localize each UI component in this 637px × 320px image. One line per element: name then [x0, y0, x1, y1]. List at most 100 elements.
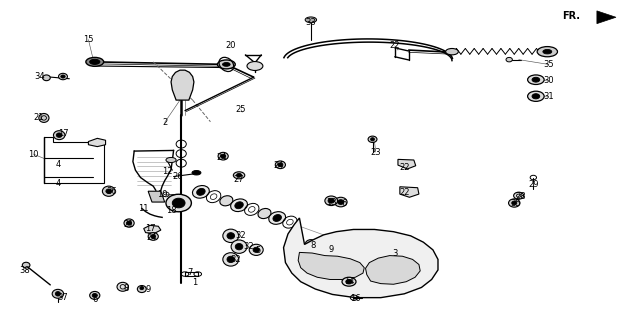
Text: 36: 36 — [106, 187, 117, 196]
Text: 19: 19 — [157, 190, 168, 199]
Ellipse shape — [90, 292, 100, 300]
Ellipse shape — [269, 212, 285, 224]
Text: 25: 25 — [236, 105, 247, 114]
Polygon shape — [144, 225, 161, 233]
Text: 22: 22 — [399, 188, 410, 197]
Text: 13: 13 — [326, 197, 336, 206]
Text: 18: 18 — [166, 206, 176, 215]
Ellipse shape — [273, 214, 282, 221]
Text: 10: 10 — [29, 150, 39, 159]
Ellipse shape — [527, 91, 544, 101]
Ellipse shape — [166, 194, 191, 212]
Text: 7: 7 — [187, 268, 193, 277]
Polygon shape — [89, 138, 106, 147]
Polygon shape — [400, 187, 419, 197]
Ellipse shape — [275, 161, 285, 169]
Text: 29: 29 — [528, 180, 539, 189]
Text: 15: 15 — [83, 35, 94, 44]
Ellipse shape — [236, 173, 241, 177]
Text: 3: 3 — [392, 250, 397, 259]
Ellipse shape — [127, 221, 132, 225]
Circle shape — [543, 50, 552, 54]
Ellipse shape — [512, 201, 517, 205]
Text: 37: 37 — [57, 293, 68, 302]
Polygon shape — [283, 218, 438, 298]
Ellipse shape — [117, 282, 129, 291]
Circle shape — [86, 57, 104, 66]
Text: 16: 16 — [350, 294, 361, 303]
Ellipse shape — [138, 285, 147, 292]
Ellipse shape — [342, 277, 356, 286]
Text: 23: 23 — [370, 148, 381, 156]
Ellipse shape — [61, 75, 65, 78]
Ellipse shape — [103, 186, 115, 196]
Ellipse shape — [231, 199, 248, 212]
Text: 22: 22 — [389, 41, 400, 51]
Ellipse shape — [371, 138, 375, 141]
Ellipse shape — [39, 114, 49, 123]
Circle shape — [90, 59, 100, 64]
Ellipse shape — [140, 286, 144, 290]
Text: 27: 27 — [234, 175, 245, 184]
Ellipse shape — [527, 75, 544, 84]
Ellipse shape — [55, 292, 61, 296]
Text: 2: 2 — [162, 118, 168, 127]
Text: 21: 21 — [34, 114, 44, 123]
Text: 24: 24 — [147, 233, 157, 242]
Text: 32: 32 — [231, 255, 241, 264]
Polygon shape — [298, 252, 364, 279]
Text: 8: 8 — [311, 241, 316, 250]
Text: 22: 22 — [399, 163, 410, 172]
Text: 24: 24 — [217, 153, 227, 162]
Text: 24: 24 — [274, 161, 284, 170]
Ellipse shape — [508, 199, 520, 207]
Ellipse shape — [305, 240, 317, 249]
Text: 20: 20 — [225, 41, 236, 51]
Ellipse shape — [54, 131, 65, 140]
Circle shape — [446, 49, 459, 55]
Text: FR.: FR. — [562, 11, 580, 21]
Text: 9: 9 — [145, 285, 151, 294]
Ellipse shape — [220, 154, 225, 158]
Ellipse shape — [346, 279, 352, 284]
Text: 34: 34 — [35, 72, 45, 81]
Ellipse shape — [532, 77, 540, 82]
Ellipse shape — [148, 233, 159, 240]
Ellipse shape — [322, 244, 334, 254]
Polygon shape — [597, 11, 616, 24]
Ellipse shape — [56, 133, 62, 137]
Ellipse shape — [173, 198, 185, 208]
Ellipse shape — [218, 152, 228, 160]
Text: 35: 35 — [543, 60, 554, 69]
Text: 5: 5 — [255, 246, 261, 255]
Ellipse shape — [328, 198, 334, 203]
Ellipse shape — [368, 136, 377, 142]
Ellipse shape — [43, 75, 50, 81]
Ellipse shape — [223, 253, 239, 266]
Ellipse shape — [192, 186, 210, 198]
Text: 32: 32 — [243, 242, 254, 251]
Circle shape — [217, 60, 235, 69]
Text: 21: 21 — [124, 220, 134, 229]
Ellipse shape — [197, 188, 205, 195]
Ellipse shape — [124, 219, 134, 227]
Ellipse shape — [235, 244, 243, 250]
Polygon shape — [366, 256, 420, 284]
Text: 32: 32 — [236, 231, 247, 240]
Ellipse shape — [338, 200, 344, 204]
Text: 31: 31 — [543, 92, 554, 101]
Text: 33: 33 — [306, 18, 316, 27]
Ellipse shape — [247, 61, 263, 70]
Text: 12: 12 — [162, 167, 173, 176]
Ellipse shape — [513, 192, 524, 199]
Text: 8: 8 — [124, 284, 129, 292]
Ellipse shape — [223, 229, 239, 243]
Ellipse shape — [227, 233, 234, 239]
Ellipse shape — [231, 240, 247, 253]
Ellipse shape — [59, 73, 68, 80]
Text: 6: 6 — [341, 198, 347, 207]
Ellipse shape — [506, 57, 512, 62]
Ellipse shape — [258, 208, 271, 219]
Ellipse shape — [253, 247, 259, 252]
Text: 6: 6 — [92, 295, 97, 304]
